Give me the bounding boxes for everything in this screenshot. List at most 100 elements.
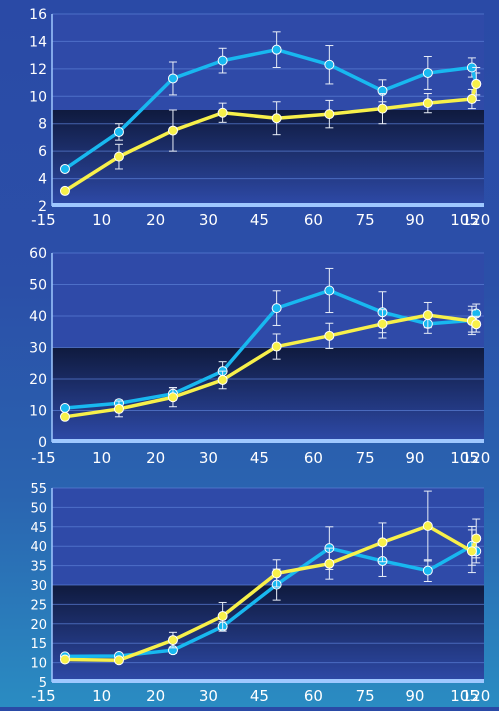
y-tick-label: 40	[30, 540, 47, 555]
y-tick-label: 35	[30, 560, 47, 575]
y-tick-label: 50	[29, 278, 47, 294]
y-tick-label: 30	[30, 579, 47, 594]
chart-3: 5 10 15 20 25 30 35 40 45 50 55 -15 10 20 30 45 60 75 90 10…	[30, 482, 490, 705]
y-tick-label: 6	[38, 144, 47, 160]
x-tick-label: 45	[250, 211, 269, 229]
data-point-yellow	[167, 635, 178, 646]
data-point-yellow	[377, 103, 388, 114]
data-point-yellow	[377, 537, 388, 548]
x-tick-label: 105	[450, 211, 479, 229]
data-point-yellow	[59, 185, 70, 196]
x-tick-label: -15	[31, 449, 56, 467]
x-tick-label: 75	[356, 687, 375, 705]
data-point-cyan	[324, 285, 335, 296]
x-tick-label: 45	[250, 687, 269, 705]
x-tick-label: 45	[250, 449, 269, 467]
data-point-yellow	[113, 403, 124, 414]
x-tick-label: 60	[304, 687, 323, 705]
y-tick-label: 25	[30, 598, 47, 613]
y-tick-label: 50	[30, 501, 47, 516]
y-tick-label: 10	[30, 657, 47, 672]
y-tick-label: 16	[29, 7, 47, 23]
data-point-yellow	[271, 568, 282, 579]
x-tick-label: 90	[405, 449, 424, 467]
y-tick-label: 14	[29, 34, 47, 50]
shaded-band	[52, 585, 484, 682]
data-point-yellow	[324, 109, 335, 120]
data-point-yellow	[466, 546, 477, 557]
x-tick-label: 30	[199, 687, 218, 705]
x-tick-label: 20	[146, 211, 165, 229]
data-point-yellow	[59, 654, 70, 665]
y-tick-label: 4	[38, 172, 47, 188]
data-point-cyan	[324, 59, 335, 70]
data-point-cyan	[59, 163, 70, 174]
x-tick-label: 20	[146, 449, 165, 467]
data-point-cyan	[167, 73, 178, 84]
data-point-yellow	[377, 318, 388, 329]
x-tick-label: 90	[405, 687, 424, 705]
data-point-yellow	[471, 533, 482, 544]
data-point-yellow	[422, 521, 433, 532]
data-point-cyan	[422, 565, 433, 576]
x-axis	[52, 679, 484, 683]
x-tick-label: 75	[356, 449, 375, 467]
y-tick-label: 15	[30, 637, 47, 652]
data-point-cyan	[113, 126, 124, 137]
data-point-yellow	[324, 558, 335, 569]
x-tick-label: 60	[304, 449, 323, 467]
x-tick-label: 105	[450, 687, 479, 705]
y-tick-label: 20	[29, 372, 47, 388]
y-tick-label: 60	[29, 246, 47, 262]
x-axis	[52, 439, 484, 443]
x-tick-label: 120	[462, 687, 491, 705]
series-line-cyan	[63, 47, 478, 171]
data-point-yellow	[466, 94, 477, 105]
x-tick-label: 30	[199, 211, 218, 229]
data-point-yellow	[324, 330, 335, 341]
x-tick-label: 120	[462, 211, 491, 229]
series-line-yellow	[64, 524, 478, 663]
y-tick-label: 10	[29, 404, 47, 420]
y-tick-label: 55	[30, 482, 47, 497]
y-tick-label: 10	[29, 89, 47, 105]
x-tick-label: 75	[356, 211, 375, 229]
x-axis	[52, 203, 484, 207]
x-tick-label: 30	[199, 449, 218, 467]
x-tick-label: 20	[146, 687, 165, 705]
data-point-yellow	[217, 611, 228, 622]
x-tick-label: 105	[450, 449, 479, 467]
y-tick-label: 8	[38, 117, 47, 133]
data-point-yellow	[471, 78, 482, 89]
data-point-yellow	[59, 411, 70, 422]
y-tick-label: 30	[29, 341, 47, 357]
y-tick-label: 0	[38, 435, 47, 451]
y-tick-label: 2	[38, 199, 47, 215]
data-point-cyan	[217, 55, 228, 66]
data-point-yellow	[113, 151, 124, 162]
series-line-cyan	[64, 288, 478, 410]
data-point-yellow	[217, 107, 228, 118]
x-tick-label: -15	[31, 211, 56, 229]
data-point-yellow	[167, 125, 178, 136]
y-tick-label: 12	[29, 62, 47, 78]
y-tick-label: 40	[29, 309, 47, 325]
data-point-yellow	[471, 319, 482, 330]
data-point-yellow	[217, 374, 228, 385]
data-point-yellow	[271, 113, 282, 124]
series-line-cyan	[64, 544, 478, 659]
x-tick-label: 60	[304, 211, 323, 229]
y-tick-label: 5	[39, 676, 47, 691]
data-point-yellow	[422, 98, 433, 109]
x-tick-label: 120	[462, 449, 491, 467]
x-tick-label: 10	[92, 211, 111, 229]
x-tick-label: 10	[92, 449, 111, 467]
series-line-yellow	[64, 313, 478, 419]
data-point-cyan	[271, 44, 282, 55]
data-point-yellow	[167, 392, 178, 403]
x-tick-label: 90	[405, 211, 424, 229]
data-point-cyan	[422, 67, 433, 78]
y-tick-label: 20	[30, 618, 47, 633]
